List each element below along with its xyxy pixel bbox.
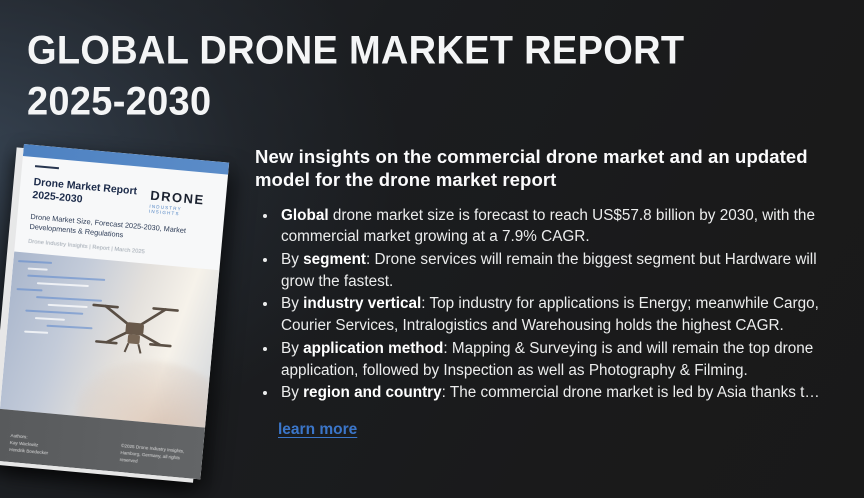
drone-icon — [92, 303, 179, 354]
cover-authors: Authors: Kay Wackwitz Hendrik Boedecker — [9, 433, 49, 456]
cover-title: Drone Market Report 2025-2030 — [31, 176, 138, 206]
cover-dash-rule — [34, 165, 60, 170]
cover-photo — [0, 251, 220, 428]
page-title: GLOBAL DRONE MARKET REPORT 2025-2030 — [27, 29, 685, 124]
bullet-application-method: By application method: Mapping & Surveyi… — [278, 338, 841, 381]
report-cover-front: Drone Market Report 2025-2030 DRONE INDU… — [0, 144, 230, 480]
bullet-region-country: By region and country: The commercial dr… — [278, 382, 841, 404]
bullet-industry-vertical: By industry vertical: Top industry for a… — [278, 293, 841, 336]
summary-heading: New insights on the commercial drone mar… — [255, 146, 808, 191]
report-cover: Drone Market Report 2025-2030 DRONE INDU… — [0, 138, 248, 486]
drone-industry-insights-logo: DRONE INDUSTRY INSIGHTS — [149, 188, 216, 220]
key-findings-list: Global drone market size is forecast to … — [255, 205, 841, 404]
cover-header: Drone Market Report 2025-2030 DRONE INDU… — [28, 165, 217, 261]
learn-more-link[interactable]: learn more — [278, 421, 358, 439]
cover-copyright: ©2025 Drone Industry Insights, Hamburg, … — [119, 443, 185, 464]
bullet-segment: By segment: Drone services will remain t… — [278, 249, 841, 292]
hand-silhouette — [73, 354, 220, 428]
bullet-global: Global drone market size is forecast to … — [278, 205, 841, 248]
summary-section: New insights on the commercial drone mar… — [255, 145, 841, 439]
